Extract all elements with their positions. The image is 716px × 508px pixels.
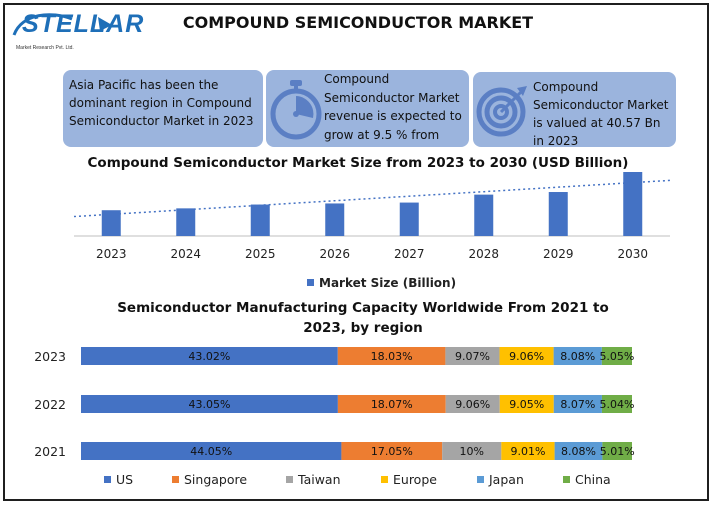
segment-us-2021 — [81, 442, 342, 460]
segment-europe-2023 — [499, 347, 554, 365]
info-card-text: Compound Semiconductor Market is valued … — [533, 80, 669, 147]
segment-us-2022 — [81, 395, 338, 413]
info-card-region: Asia Pacific has been the dominant regio… — [63, 70, 263, 147]
logo-subtext: Market Research Pvt. Ltd. — [16, 45, 74, 51]
segment-japan-2021 — [554, 442, 603, 460]
legend-swatch-taiwan — [286, 476, 293, 483]
y-tick-label-2022: 2022 — [34, 397, 66, 412]
legend-swatch-us — [104, 476, 111, 483]
x-tick-label-2028: 2028 — [468, 247, 499, 261]
data-label-china-2022: 5.04% — [599, 398, 634, 411]
data-label-japan-2023: 8.08% — [560, 350, 595, 363]
x-tick-label-2023: 2023 — [96, 247, 127, 261]
bar-2026 — [325, 203, 345, 236]
stopwatch-icon — [270, 80, 322, 140]
page-title: COMPOUND SEMICONDUCTOR MARKET — [182, 13, 534, 32]
segment-us-2023 — [81, 347, 338, 365]
legend-label-europe: Europe — [393, 472, 437, 487]
legend-label-singapore: Singapore — [184, 472, 247, 487]
segment-china-2022 — [601, 395, 632, 413]
data-label-taiwan-2021: 10% — [460, 445, 484, 458]
data-label-europe-2022: 9.05% — [509, 398, 544, 411]
data-label-us-2021: 44.05% — [190, 445, 232, 458]
x-tick-label-2030: 2030 — [617, 247, 648, 261]
data-label-singapore-2023: 18.03% — [371, 350, 413, 363]
y-tick-label-2021: 2021 — [34, 444, 66, 459]
legend-swatch-market-size — [307, 279, 314, 286]
info-card-text: Compound Semiconductor Market revenue is… — [324, 72, 462, 147]
legend-swatch-europe — [381, 476, 388, 483]
bar-2024 — [176, 208, 196, 236]
data-label-japan-2021: 8.08% — [561, 445, 596, 458]
y-tick-label-2023: 2023 — [34, 349, 66, 364]
legend-label-china: China — [575, 472, 611, 487]
data-label-taiwan-2022: 9.06% — [455, 398, 490, 411]
segment-japan-2022 — [553, 395, 602, 413]
x-tick-label-2029: 2029 — [543, 247, 574, 261]
segment-taiwan-2022 — [445, 395, 500, 413]
bar-2029 — [548, 192, 568, 236]
segment-singapore-2021 — [341, 442, 443, 460]
bar-2027 — [399, 202, 419, 236]
info-card-text: Asia Pacific has been the dominant regio… — [69, 78, 254, 128]
segment-singapore-2022 — [337, 395, 446, 413]
segment-china-2021 — [602, 442, 632, 460]
data-label-china-2021: 5.01% — [600, 445, 635, 458]
legend-swatch-singapore — [172, 476, 179, 483]
stellar-logo — [12, 9, 122, 55]
bar-2028 — [474, 194, 494, 236]
x-tick-label-2027: 2027 — [394, 247, 425, 261]
segment-europe-2021 — [501, 442, 555, 460]
legend-label-us: US — [116, 472, 133, 487]
segment-china-2023 — [601, 347, 632, 365]
infographic-frame — [3, 3, 709, 501]
legend-swatch-china — [563, 476, 570, 483]
data-label-europe-2023: 9.06% — [509, 350, 544, 363]
data-label-china-2023: 5.05% — [599, 350, 634, 363]
segment-taiwan-2023 — [445, 347, 500, 365]
data-label-singapore-2021: 17.05% — [371, 445, 413, 458]
legend-label-taiwan: Taiwan — [297, 472, 341, 487]
legend-label-japan: Japan — [488, 472, 524, 487]
data-label-us-2023: 43.02% — [188, 350, 230, 363]
trendline — [73, 179, 671, 218]
info-card-growth: Compound Semiconductor Market revenue is… — [266, 70, 469, 147]
segment-singapore-2023 — [337, 347, 446, 365]
legend-label-market-size: Market Size (Billion) — [319, 276, 456, 290]
data-label-taiwan-2023: 9.07% — [455, 350, 490, 363]
target-icon — [476, 86, 527, 137]
segment-taiwan-2021 — [442, 442, 502, 460]
bar-2025 — [250, 204, 270, 236]
legend-swatch-japan — [477, 476, 484, 483]
segment-japan-2023 — [553, 347, 602, 365]
segment-europe-2022 — [499, 395, 554, 413]
capacity-chart-title: Semiconductor Manufacturing Capacity Wor… — [117, 300, 609, 336]
market-size-chart-title: Compound Semiconductor Market Size from … — [87, 155, 629, 171]
data-label-europe-2021: 9.01% — [511, 445, 546, 458]
bar-2023 — [101, 210, 121, 236]
logo-text: STELLAR — [22, 10, 145, 38]
info-card-valuation: Compound Semiconductor Market is valued … — [473, 72, 676, 147]
data-label-singapore-2022: 18.07% — [371, 398, 413, 411]
data-label-japan-2022: 8.07% — [560, 398, 595, 411]
x-tick-label-2026: 2026 — [319, 247, 350, 261]
bar-2030 — [623, 172, 643, 236]
x-tick-label-2024: 2024 — [170, 247, 201, 261]
x-tick-label-2025: 2025 — [245, 247, 276, 261]
data-label-us-2022: 43.05% — [188, 398, 230, 411]
logo-swoosh-icon — [12, 13, 112, 36]
